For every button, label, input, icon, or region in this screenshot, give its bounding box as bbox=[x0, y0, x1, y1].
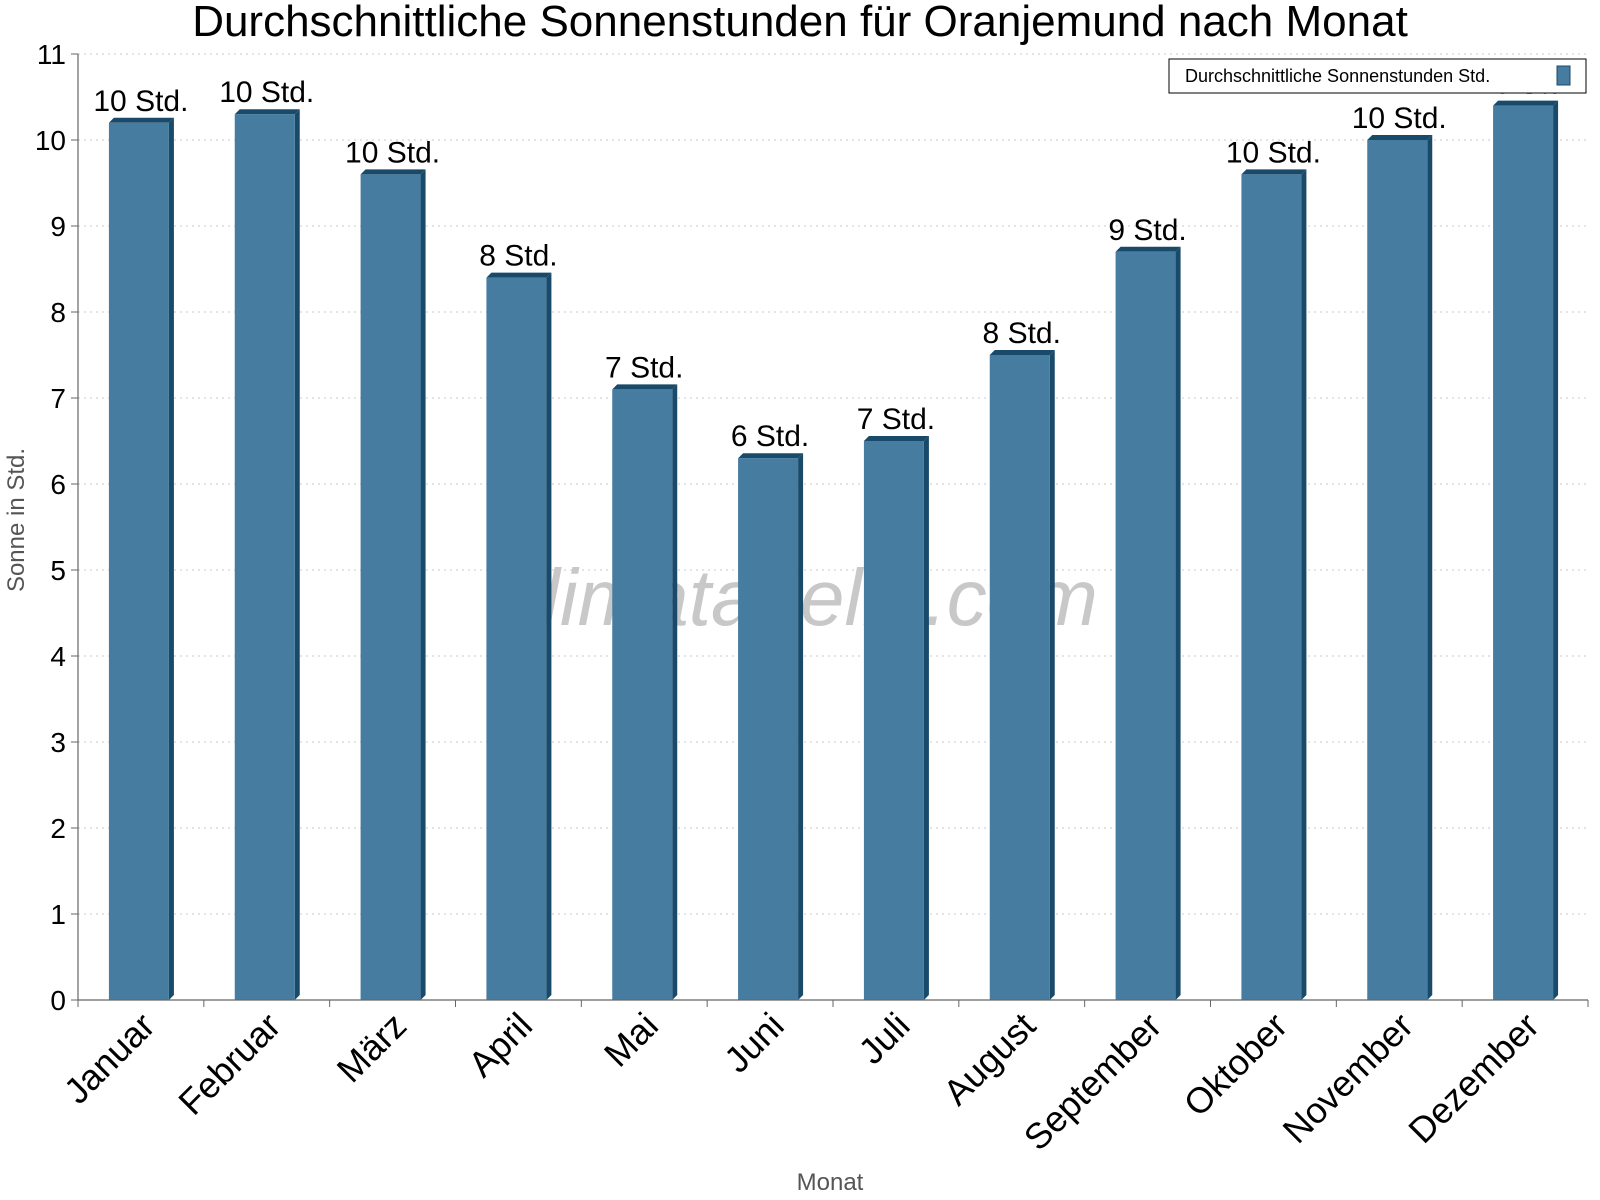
y-tick-label: 4 bbox=[50, 641, 66, 672]
bar-top bbox=[1115, 246, 1181, 252]
bar bbox=[989, 355, 1050, 1000]
bar bbox=[360, 174, 421, 1000]
bars bbox=[108, 100, 1559, 1001]
bar-side bbox=[1175, 246, 1181, 1001]
bar-group bbox=[612, 384, 678, 1000]
bar bbox=[1115, 251, 1176, 1001]
bar-top bbox=[1367, 135, 1433, 140]
bar-group bbox=[738, 453, 804, 1000]
y-tick-label: 9 bbox=[50, 211, 66, 242]
y-tick-label: 6 bbox=[50, 469, 66, 500]
x-tick-label: Juli bbox=[850, 1005, 917, 1072]
x-tick-label: April bbox=[460, 1005, 540, 1085]
bar bbox=[234, 114, 295, 1000]
x-tick-label: Januar bbox=[56, 1005, 163, 1112]
bar-side bbox=[1301, 169, 1307, 1000]
bar-group bbox=[234, 109, 300, 1000]
bar bbox=[1493, 105, 1554, 1001]
axes: 0 1 2 3 4 5 6 7 8 9 10 11 bbox=[35, 39, 1589, 1016]
bar-side bbox=[168, 117, 174, 1001]
y-tick-label: 2 bbox=[50, 813, 66, 844]
bar-group bbox=[989, 350, 1055, 1000]
bar-group bbox=[360, 169, 426, 1000]
data-label: 8 Std. bbox=[983, 317, 1061, 350]
x-tick-label: Februar bbox=[170, 1005, 288, 1123]
data-label: 10 Std. bbox=[1226, 136, 1321, 169]
chart-title: Durchschnittliche Sonnenstunden für Oran… bbox=[192, 0, 1408, 46]
y-tick-label: 7 bbox=[50, 383, 66, 414]
legend-label: Durchschnittliche Sonnenstunden Std. bbox=[1185, 66, 1490, 86]
bar-side bbox=[672, 384, 678, 1000]
bar-side bbox=[1049, 350, 1055, 1000]
bar bbox=[612, 389, 673, 1000]
data-label: 8 Std. bbox=[479, 240, 557, 273]
bar-side bbox=[294, 109, 300, 1000]
x-tick-label: September bbox=[1016, 1005, 1170, 1159]
bar-top bbox=[863, 436, 929, 441]
grid bbox=[78, 53, 1588, 915]
bar-group bbox=[1115, 246, 1181, 1001]
bar bbox=[486, 277, 547, 1001]
x-tick-label: Dezember bbox=[1400, 1005, 1546, 1151]
bar-top bbox=[1241, 169, 1307, 175]
x-axis-title: Monat bbox=[797, 1169, 864, 1196]
bar-side bbox=[420, 169, 426, 1000]
x-tick-label: März bbox=[329, 1005, 415, 1091]
y-tick-label: 5 bbox=[50, 555, 66, 586]
bar-side bbox=[798, 453, 804, 1000]
data-label: 10 Std. bbox=[93, 85, 188, 118]
data-label: 9 Std. bbox=[1108, 214, 1186, 247]
y-tick-label: 8 bbox=[50, 297, 66, 328]
bar-side bbox=[1427, 135, 1433, 1000]
y-tick-label: 10 bbox=[35, 125, 66, 156]
y-axis-title: Sonne in Std. bbox=[3, 448, 30, 592]
x-tick-label: Oktober bbox=[1176, 1005, 1296, 1125]
bar-top bbox=[989, 350, 1055, 355]
bar bbox=[1241, 174, 1302, 1000]
bar bbox=[863, 441, 924, 1000]
bar-group bbox=[1493, 100, 1559, 1001]
bar-top bbox=[1493, 100, 1559, 106]
bar-group bbox=[1367, 135, 1433, 1000]
y-tick-label: 1 bbox=[50, 899, 66, 930]
data-label: 10 Std. bbox=[219, 76, 314, 109]
bar-top bbox=[738, 453, 804, 459]
legend: Durchschnittliche Sonnenstunden Std. bbox=[1168, 58, 1587, 94]
bar-group bbox=[486, 272, 552, 1001]
bar-side bbox=[923, 436, 929, 1000]
bar-top bbox=[360, 169, 426, 175]
bar bbox=[738, 458, 799, 1000]
data-label: 7 Std. bbox=[605, 351, 683, 384]
bar bbox=[1367, 140, 1428, 1000]
bar-side bbox=[546, 272, 552, 1001]
legend-box bbox=[1168, 58, 1587, 94]
y-tick-label: 0 bbox=[50, 985, 66, 1016]
y-tick-label: 3 bbox=[50, 727, 66, 758]
bar-top bbox=[108, 117, 174, 123]
bar bbox=[108, 122, 169, 1001]
bar-group bbox=[1241, 169, 1307, 1000]
bar-top bbox=[234, 109, 300, 115]
bar-group bbox=[863, 436, 929, 1000]
y-tick-label: 11 bbox=[37, 39, 66, 70]
data-label: 10 Std. bbox=[345, 136, 440, 169]
x-tick-label: November bbox=[1274, 1005, 1420, 1151]
data-label: 7 Std. bbox=[857, 403, 935, 436]
bar-top bbox=[612, 384, 678, 390]
data-label: 10 Std. bbox=[1352, 102, 1447, 135]
bar-group bbox=[108, 117, 174, 1001]
x-tick-label: Mai bbox=[596, 1005, 666, 1075]
bar-top bbox=[486, 272, 552, 278]
x-tick-label: August bbox=[935, 1005, 1043, 1113]
x-tick-label: Juni bbox=[716, 1005, 792, 1081]
legend-swatch bbox=[1556, 65, 1571, 86]
data-label: 6 Std. bbox=[731, 420, 809, 453]
bar-side bbox=[1553, 100, 1559, 1001]
